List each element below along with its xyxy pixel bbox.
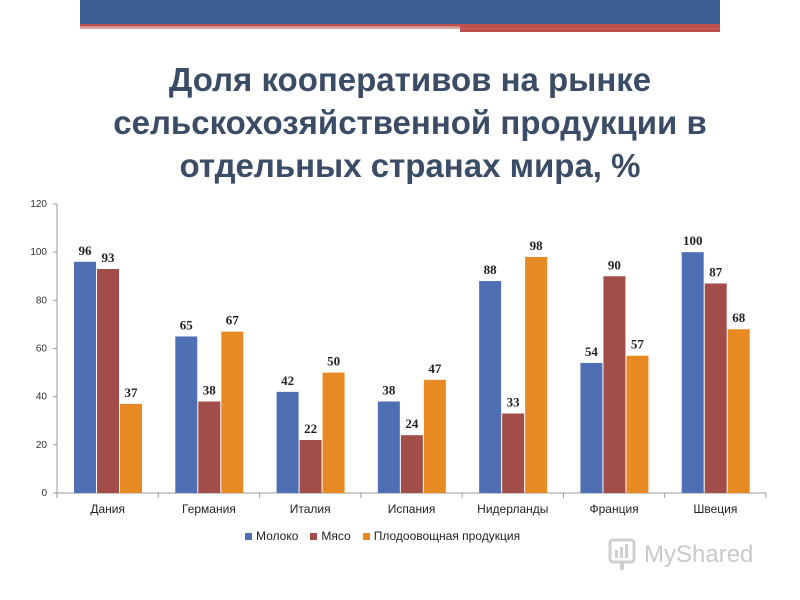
- data-label: 54: [585, 344, 599, 359]
- title-line-3: отдельных странах мира, %: [179, 147, 641, 184]
- data-label: 47: [428, 361, 442, 376]
- x-tick-label: Нидерланды: [477, 502, 548, 516]
- watermark: MyShared: [608, 538, 753, 572]
- header-band: [80, 0, 720, 24]
- legend-item-meat: Мясо: [310, 529, 351, 543]
- bar: [525, 256, 548, 493]
- bar: [120, 403, 142, 493]
- bar: [681, 252, 704, 493]
- data-label: 57: [631, 337, 645, 352]
- bar: [704, 283, 727, 493]
- bar: [221, 331, 244, 493]
- watermark-text: MyShared: [644, 541, 754, 568]
- data-label: 37: [125, 385, 139, 400]
- title-line-1: Доля кооперативов на рынке: [168, 61, 652, 98]
- x-tick-label: Швеция: [693, 502, 737, 516]
- legend-label-meat: Мясо: [321, 529, 351, 543]
- y-tick-label: 20: [36, 440, 48, 451]
- data-label: 24: [405, 416, 419, 431]
- bar: [377, 401, 400, 493]
- data-label: 65: [180, 317, 194, 332]
- bar: [198, 401, 221, 493]
- data-label: 38: [203, 382, 217, 397]
- bar: [322, 372, 345, 493]
- bar: [479, 281, 502, 493]
- bar: [299, 440, 322, 493]
- data-label: 98: [530, 238, 544, 253]
- legend-label-produce: Плодоовощная продукция: [373, 529, 521, 543]
- legend-item-produce: Плодоовощная продукция: [362, 529, 521, 543]
- y-tick-label: 120: [30, 199, 47, 210]
- y-tick-label: 40: [36, 392, 48, 403]
- legend-swatch-milk: [245, 532, 252, 540]
- data-label: 90: [608, 257, 621, 272]
- myshared-logo-icon: [608, 538, 636, 570]
- slide-title: Доля кооперативов на рынке сельскохозяйс…: [60, 58, 760, 187]
- data-label: 33: [507, 395, 521, 410]
- y-tick-label: 0: [41, 488, 47, 499]
- title-line-2: сельскохозяйственной продукции в: [113, 104, 707, 141]
- chart-legend: Молоко Мясо Плодоовощная продукция: [245, 528, 532, 544]
- bar: [502, 413, 525, 493]
- x-tick-label: Италия: [290, 502, 331, 516]
- x-tick-label: Дания: [90, 502, 125, 516]
- data-label: 93: [102, 250, 116, 265]
- data-label: 87: [709, 264, 723, 279]
- data-label: 100: [683, 233, 703, 248]
- header-accent-tail: [460, 28, 720, 32]
- slide-number: 23: [757, 9, 776, 28]
- bar: [175, 336, 198, 493]
- bar: [580, 362, 603, 493]
- data-label: 38: [382, 382, 396, 397]
- data-label: 22: [304, 421, 317, 436]
- data-label: 88: [484, 262, 498, 277]
- x-tick-label: Германия: [182, 502, 236, 516]
- x-tick-label: Испания: [388, 502, 436, 516]
- bar: [626, 355, 649, 493]
- bar: [97, 269, 119, 493]
- y-tick-label: 80: [36, 295, 48, 306]
- data-label: 50: [327, 354, 340, 369]
- bar: [603, 276, 626, 493]
- bar: [727, 329, 750, 493]
- data-label: 42: [281, 373, 294, 388]
- legend-label-milk: Молоко: [256, 529, 299, 543]
- bar: [400, 435, 423, 493]
- x-tick-label: Франция: [589, 502, 638, 516]
- legend-swatch-meat: [310, 532, 318, 540]
- data-label: 96: [79, 243, 93, 258]
- data-label: 67: [226, 313, 240, 328]
- header-accent-fade: [80, 26, 460, 29]
- legend-item-milk: Молоко: [245, 529, 298, 543]
- data-label: 68: [732, 310, 746, 325]
- bar: [74, 261, 96, 493]
- bar: [276, 391, 299, 493]
- bar: [423, 379, 446, 493]
- y-tick-label: 100: [30, 247, 47, 258]
- header-bar: [80, 0, 720, 32]
- legend-swatch-produce: [362, 532, 370, 540]
- y-tick-label: 60: [36, 344, 48, 355]
